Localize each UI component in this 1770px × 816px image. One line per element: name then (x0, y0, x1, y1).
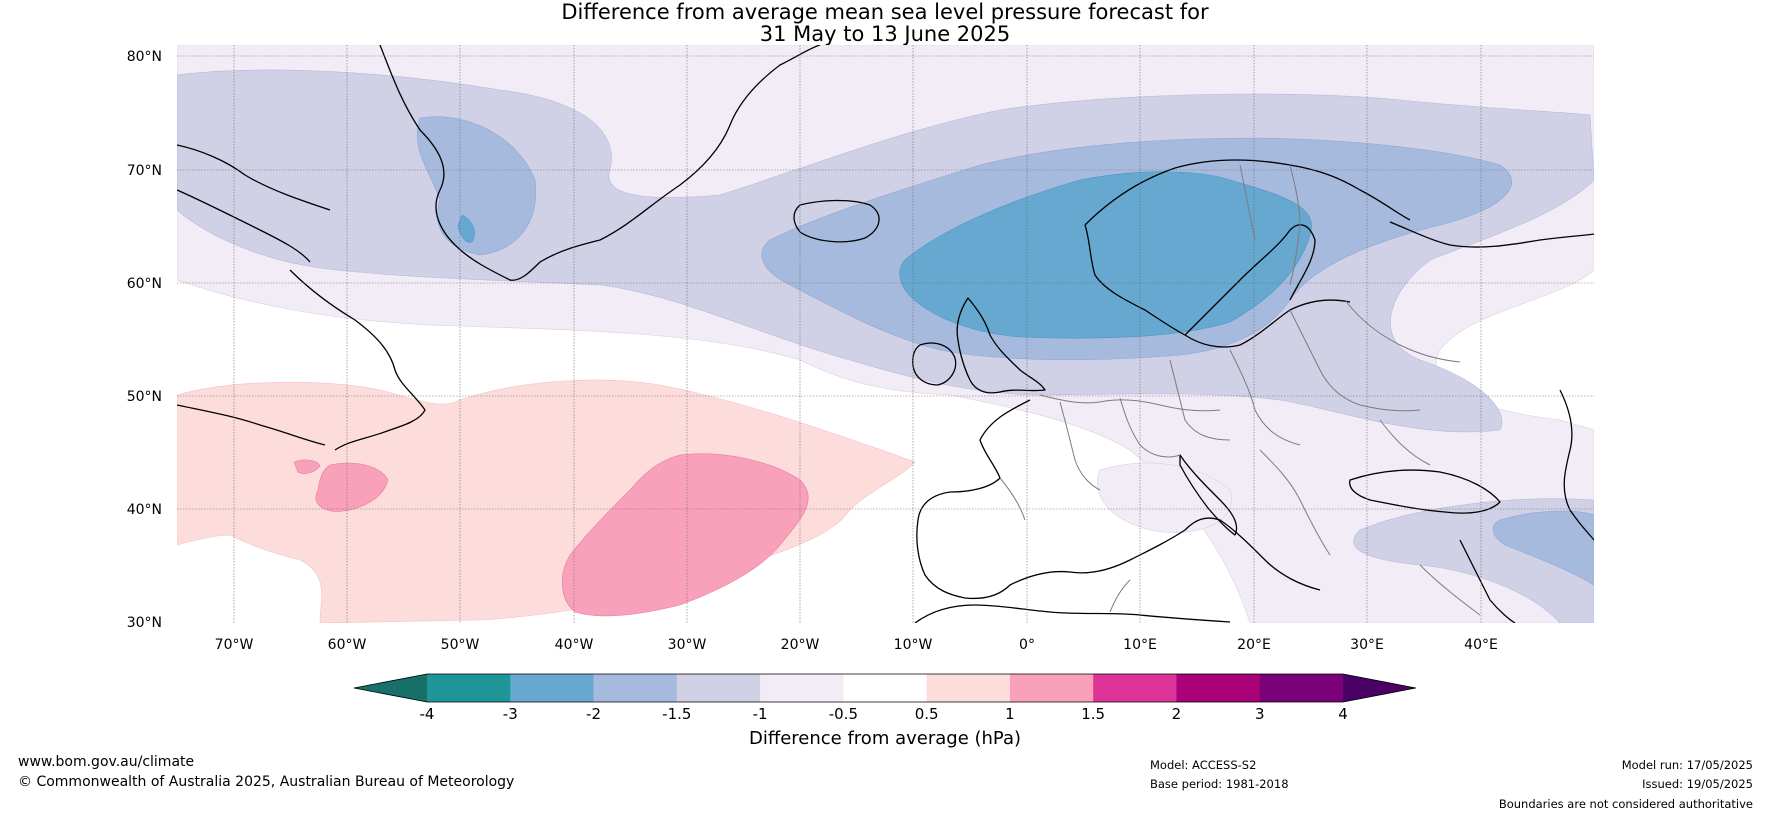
lat-label-50n: 50°N (127, 389, 162, 405)
colorbar-segment (760, 674, 844, 702)
iceland-coast (793, 199, 880, 243)
lon-label-60w: 60°W (328, 637, 367, 653)
map-title-line2: 31 May to 13 June 2025 (759, 22, 1011, 46)
colorbar-tick-label: -3 (503, 705, 518, 723)
italy-coast (1179, 454, 1238, 536)
lon-label-10e: 10°E (1123, 637, 1157, 653)
anomaly-band-minus15 (416, 116, 537, 256)
footer-copyright: © Commonwealth of Australia 2025, Austra… (18, 774, 515, 790)
footer-website: www.bom.gov.au/climate (18, 754, 195, 770)
lon-label-40e: 40°E (1464, 637, 1498, 653)
anomaly-core-minus2-greenland (457, 214, 475, 243)
country-borders (999, 164, 1481, 616)
lat-label-80n: 80°N (127, 49, 162, 65)
colorbar-extend-max (1343, 674, 1416, 702)
colorbar-segment (1093, 674, 1177, 702)
anomaly-patch-minus15-east (1492, 510, 1594, 586)
labrador-coast (177, 269, 426, 451)
footer-issued: Issued: 19/05/2025 (1642, 777, 1753, 791)
footer-base-period: Base period: 1981-2018 (1150, 777, 1289, 791)
colorbar-segment (843, 674, 928, 702)
colorbar-tick-label: -0.5 (829, 705, 858, 723)
colorbar-tick-label: 2 (1172, 705, 1182, 723)
greenland-coast (379, 45, 821, 281)
colorbar-tick-label: -2 (586, 705, 601, 723)
colorbar-outline (353, 673, 1417, 703)
britain-coast (956, 297, 1046, 394)
colorbar-segment (1009, 674, 1094, 702)
lon-label-50w: 50°W (441, 637, 480, 653)
anomaly-patch-minus05-south (1097, 462, 1232, 533)
north-africa-coast (914, 604, 1231, 623)
lon-label-0: 0° (1019, 637, 1035, 653)
colorbar-segment (427, 674, 511, 702)
longitude-labels: 70°W 60°W 50°W 40°W 30°W 20°W 10°W 0° 10… (215, 637, 1498, 653)
caspian-coast (1559, 389, 1594, 541)
colorbar-tick-label: 3 (1255, 705, 1265, 723)
scandinavia-coast (1084, 159, 1411, 336)
footer-model: Model: ACCESS-S2 (1150, 758, 1257, 772)
levant-coast (1459, 539, 1516, 623)
colorbar: -4 -3 -2 -1.5 -1 -0.5 0.5 1 1.5 2 3 4 (353, 673, 1417, 723)
colorbar-segment (510, 674, 595, 702)
colorbar-tick-label: 4 (1338, 705, 1348, 723)
colorbar-segment (926, 674, 1011, 702)
black-sea-coast (1349, 469, 1501, 514)
colorbar-tick-label: 1.5 (1081, 705, 1105, 723)
lon-label-10w: 10°W (894, 637, 933, 653)
colorbar-tick-label: -1 (753, 705, 768, 723)
colorbar-segment (676, 674, 761, 702)
lat-label-30n: 30°N (127, 615, 162, 631)
baffin-coast (177, 144, 331, 263)
baltic-coast (1184, 221, 1594, 348)
footer-model-run: Model run: 17/05/2025 (1621, 758, 1753, 772)
latitude-labels: 80°N 70°N 60°N 50°N 40°N 30°N (127, 49, 162, 631)
map-title-line1: Difference from average mean sea level p… (561, 0, 1209, 24)
lat-label-60n: 60°N (127, 276, 162, 292)
colorbar-tick-label: -1.5 (662, 705, 691, 723)
lon-label-30e: 30°E (1350, 637, 1384, 653)
lon-label-70w: 70°W (215, 637, 254, 653)
colorbar-segment (593, 674, 678, 702)
lat-label-70n: 70°N (127, 163, 162, 179)
colorbar-extend-min (354, 674, 427, 702)
colorbar-tick-label: 0.5 (915, 705, 939, 723)
colorbar-tick-label: 1 (1005, 705, 1015, 723)
lon-label-20w: 20°W (781, 637, 820, 653)
anomaly-patch-plus1-west (315, 462, 389, 512)
lon-label-20e: 20°E (1237, 637, 1271, 653)
graticule (177, 45, 1594, 623)
lat-label-40n: 40°N (127, 502, 162, 518)
lon-label-40w: 40°W (555, 637, 594, 653)
anomaly-patch-plus1-small (293, 459, 321, 474)
colorbar-segment (1259, 674, 1344, 702)
footer-disclaimer: Boundaries are not considered authoritat… (1498, 797, 1753, 811)
lon-label-30w: 30°W (668, 637, 707, 653)
colorbar-segment (1176, 674, 1261, 702)
colorbar-label: Difference from average (hPa) (749, 728, 1021, 749)
colorbar-tick-label: -4 (420, 705, 435, 723)
